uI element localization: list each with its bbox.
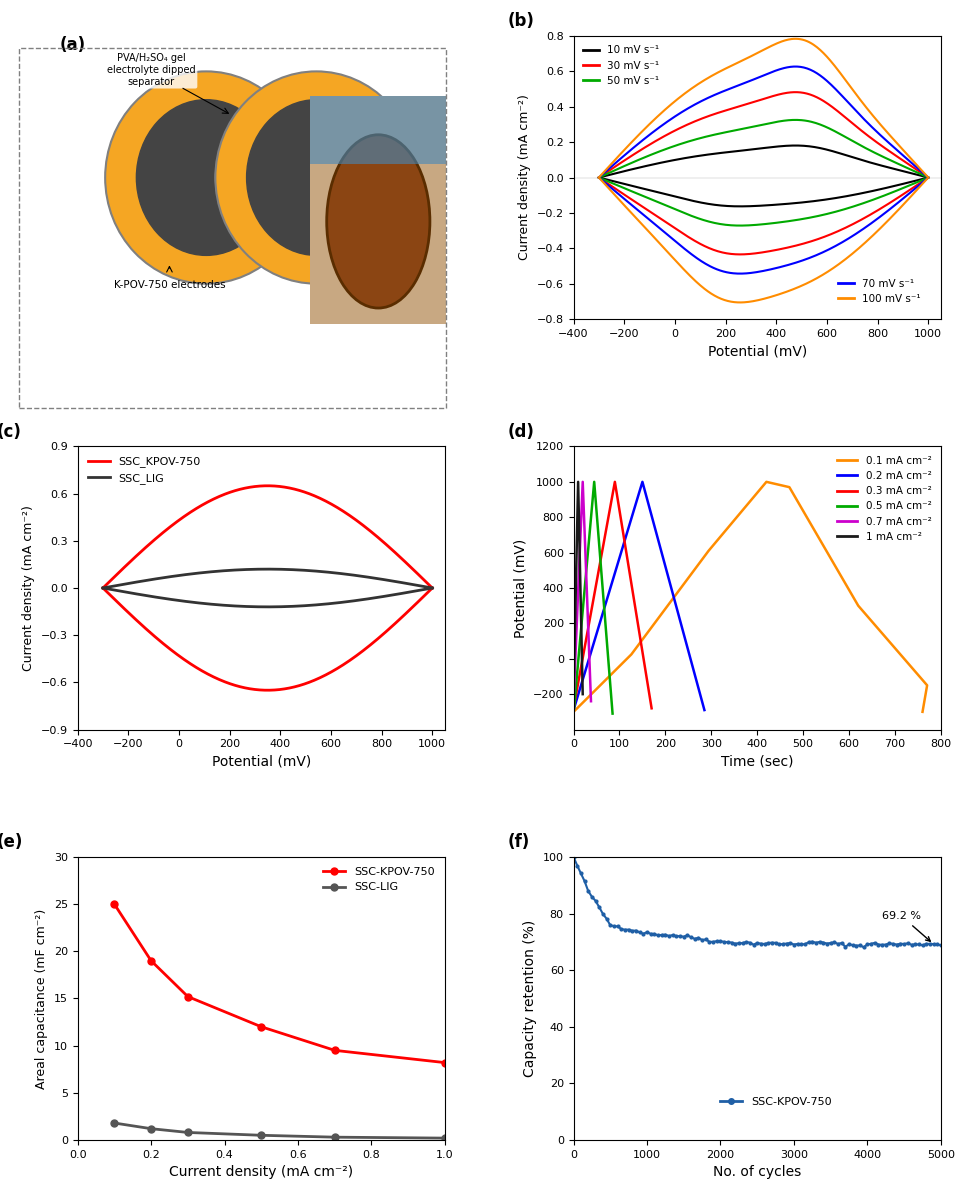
Ellipse shape [246,100,386,256]
Line: SSC-KPOV-750: SSC-KPOV-750 [110,901,448,1066]
SSC-KPOV-750 [145,954,157,968]
Legend: SSC-KPOV-750: SSC-KPOV-750 [714,1093,835,1111]
Bar [310,96,446,164]
Text: 69.2 %: 69.2 % [881,911,929,941]
X-axis label: Potential (mV): Potential (mV) [211,755,311,769]
SSC-KPOV-750 [328,1043,340,1057]
Y-axis label: Capacity retention (%): Capacity retention (%) [522,920,537,1078]
X-axis label: Potential (mV): Potential (mV) [706,344,806,359]
Legend: 0.1 mA cm⁻², 0.2 mA cm⁻², 0.3 mA cm⁻², 0.5 mA cm⁻², 0.7 mA cm⁻², 1 mA cm⁻²: 0.1 mA cm⁻², 0.2 mA cm⁻², 0.3 mA cm⁻², 0… [831,451,935,546]
SSC-LIG [328,1130,340,1145]
SSC-LIG [109,1116,120,1130]
Text: (a): (a) [59,36,85,54]
Y-axis label: Areal capacitance (mF cm⁻²): Areal capacitance (mF cm⁻²) [35,908,48,1088]
Text: PVA/H₂SO₄ gel
electrolyte dipped
separator: PVA/H₂SO₄ gel electrolyte dipped separat… [107,53,195,86]
SSC-LIG [182,1126,194,1140]
Ellipse shape [137,100,276,256]
Text: (f): (f) [507,833,529,851]
SSC-LIG [439,1130,451,1145]
Legend: 70 mV s⁻¹, 100 mV s⁻¹: 70 mV s⁻¹, 100 mV s⁻¹ [833,275,923,308]
Y-axis label: Current density (mA cm⁻²): Current density (mA cm⁻²) [517,95,531,260]
Ellipse shape [215,71,417,283]
Ellipse shape [105,71,307,283]
SSC-KPOV-750 [182,989,194,1003]
Ellipse shape [215,114,307,241]
Text: (e): (e) [0,833,23,851]
Text: (d): (d) [507,422,534,440]
Line: SSC-LIG: SSC-LIG [110,1120,448,1141]
Text: K-POV-750 electrodes: K-POV-750 electrodes [113,280,225,290]
Y-axis label: Current density (mA cm⁻²): Current density (mA cm⁻²) [22,505,35,671]
X-axis label: Current density (mA cm⁻²): Current density (mA cm⁻²) [169,1165,353,1180]
SSC-LIG [145,1122,157,1136]
X-axis label: No. of cycles: No. of cycles [712,1165,800,1180]
SSC-KPOV-750 [439,1056,451,1070]
Legend: SSC-KPOV-750, SSC-LIG: SSC-KPOV-750, SSC-LIG [319,863,439,896]
X-axis label: Time (sec): Time (sec) [720,755,793,769]
SSC-LIG [255,1128,266,1142]
Y-axis label: Potential (mV): Potential (mV) [514,539,527,637]
Circle shape [327,134,429,308]
Text: (c): (c) [0,422,21,440]
Text: (b): (b) [507,12,534,30]
Legend: SSC_KPOV-750, SSC_LIG: SSC_KPOV-750, SSC_LIG [83,452,205,488]
SSC-KPOV-750 [109,896,120,911]
SSC-KPOV-750 [255,1020,266,1034]
